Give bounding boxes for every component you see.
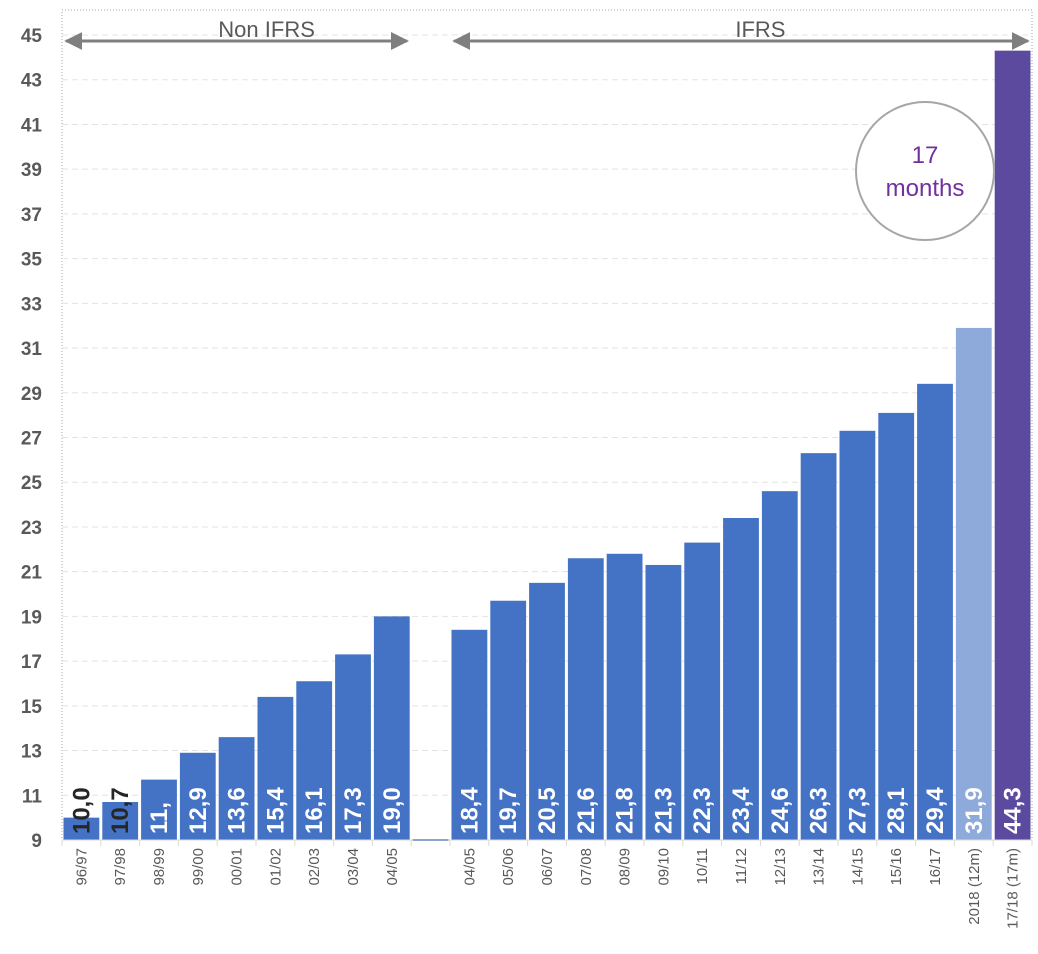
- y-tick-label: 15: [21, 697, 43, 718]
- data-label: 12,9: [185, 787, 212, 834]
- data-label: 11,: [146, 802, 173, 834]
- data-label: 18,4: [456, 787, 483, 834]
- bar: [63, 817, 100, 840]
- y-tick-label: 29: [21, 384, 42, 405]
- data-label: 29,4: [922, 787, 949, 834]
- x-tick-label: 10/11: [694, 848, 711, 884]
- data-label: 44,3: [1000, 787, 1027, 834]
- x-tick-label: 09/10: [655, 848, 672, 886]
- bar: [645, 564, 682, 840]
- bar: [684, 542, 721, 840]
- y-tick-label: 33: [21, 294, 42, 315]
- x-tick-label: 17/18 (17m): [1005, 848, 1022, 929]
- bar: [761, 491, 798, 840]
- data-label: 28,1: [883, 787, 910, 834]
- bar: [917, 383, 953, 840]
- data-label: 24,6: [767, 787, 794, 834]
- bar: [490, 600, 527, 840]
- bar: [878, 412, 915, 840]
- y-tick-label: 13: [21, 742, 42, 763]
- bar: [529, 582, 565, 840]
- y-tick-label: 21: [21, 563, 43, 584]
- y-tick-label: 11: [22, 786, 43, 807]
- callout-line-2: months: [886, 175, 965, 202]
- x-tick-label: 96/97: [73, 848, 90, 886]
- bar: [723, 518, 759, 840]
- y-tick-label: 41: [21, 115, 43, 136]
- y-tick-label: 31: [21, 339, 43, 360]
- data-label: 22,3: [689, 787, 716, 834]
- data-label: 15,4: [262, 787, 289, 834]
- x-tick-label: 08/09: [617, 848, 634, 886]
- region-label: Non IFRS: [218, 17, 315, 42]
- data-label: 20,5: [534, 787, 561, 834]
- x-tick-label: 02/03: [306, 848, 323, 886]
- y-tick-label: 39: [21, 160, 42, 181]
- bar: [141, 779, 177, 840]
- bar: [296, 681, 333, 840]
- y-tick-label: 27: [21, 429, 42, 450]
- x-tick-label: 05/06: [500, 848, 517, 886]
- bar: [257, 696, 294, 840]
- y-tick-label: 23: [21, 518, 42, 539]
- data-label: 19,0: [379, 787, 406, 834]
- x-tick-label: 16/17: [927, 848, 944, 886]
- bar: [567, 558, 604, 840]
- x-tick-label: 03/04: [345, 848, 362, 886]
- data-label: 13,6: [224, 787, 251, 834]
- bar: [218, 737, 255, 840]
- data-label: 19,7: [495, 787, 522, 834]
- data-label: 31,9: [961, 787, 988, 834]
- callout-line-1: 17: [912, 142, 939, 169]
- bar: [839, 430, 876, 840]
- callout-circle: [855, 101, 995, 241]
- x-tick-label: 01/02: [267, 848, 284, 886]
- y-tick-label: 35: [21, 250, 43, 271]
- x-tick-label: 04/05: [461, 848, 478, 886]
- bar: [102, 801, 139, 840]
- y-tick-label: 19: [21, 607, 42, 628]
- x-tick-label: 99/00: [190, 848, 207, 886]
- x-tick-label: 07/08: [578, 848, 595, 886]
- x-tick-label: 00/01: [229, 848, 246, 886]
- bar: [335, 654, 371, 840]
- data-label: 26,3: [806, 787, 833, 834]
- y-tick-label: 17: [21, 652, 42, 673]
- y-tick-label: 37: [21, 205, 42, 226]
- x-tick-label: 97/98: [112, 848, 129, 886]
- bar: [373, 616, 410, 840]
- x-tick-label: 04/05: [384, 848, 401, 886]
- x-tick-label: 2018 (12m): [966, 848, 983, 925]
- data-label: 23,4: [728, 787, 755, 834]
- bar: [451, 629, 488, 840]
- y-tick-label: 45: [21, 26, 43, 47]
- data-label: 21,8: [612, 787, 639, 834]
- data-label: 21,3: [650, 787, 677, 834]
- y-tick-label: 9: [31, 831, 42, 852]
- bar: [606, 553, 643, 840]
- y-tick-label: 43: [21, 71, 42, 92]
- x-tick-label: 98/99: [151, 848, 168, 886]
- bar: [179, 752, 216, 840]
- x-tick-label: 13/14: [811, 848, 828, 886]
- bar: [955, 327, 992, 840]
- y-tick-label: 25: [21, 473, 43, 494]
- bar: [994, 50, 1031, 841]
- x-tick-label: 06/07: [539, 848, 556, 886]
- x-tick-label: 14/15: [849, 848, 866, 886]
- x-tick-label: 15/16: [888, 848, 905, 886]
- data-label: 10,0: [68, 787, 95, 834]
- data-label: 10,7: [107, 787, 134, 834]
- bar: [800, 453, 837, 840]
- data-label: 27,3: [844, 787, 871, 834]
- data-label: 21,6: [573, 787, 600, 834]
- x-tick-label: 11/12: [733, 848, 750, 884]
- data-label: 17,3: [340, 787, 367, 834]
- region-label: IFRS: [735, 17, 785, 42]
- data-label: 16,1: [301, 787, 328, 834]
- x-tick-label: 12/13: [772, 848, 789, 886]
